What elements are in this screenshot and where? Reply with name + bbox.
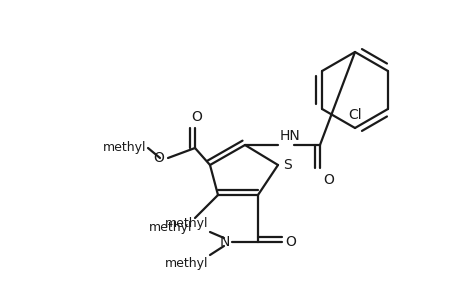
Text: Cl: Cl	[347, 108, 361, 122]
Text: O: O	[285, 235, 295, 249]
Text: N: N	[219, 235, 230, 249]
Text: O: O	[322, 173, 333, 187]
Text: methyl: methyl	[102, 142, 146, 154]
Text: O: O	[191, 110, 202, 124]
Text: S: S	[282, 158, 291, 172]
Text: HN: HN	[280, 129, 300, 143]
Text: methyl: methyl	[164, 257, 207, 270]
Text: O: O	[153, 151, 164, 165]
Text: methyl: methyl	[148, 221, 191, 234]
Text: methyl: methyl	[164, 217, 207, 230]
